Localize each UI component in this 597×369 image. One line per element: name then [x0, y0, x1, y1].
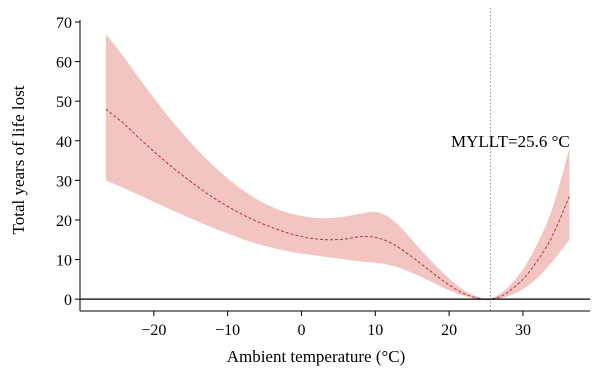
y-tick-label: 40 [56, 134, 72, 151]
x-tick-label: 20 [441, 322, 457, 339]
y-axis-title: Total years of life lost [9, 85, 28, 234]
x-tick-label: 30 [515, 322, 531, 339]
y-tick-label: 30 [56, 173, 72, 190]
confidence-band [105, 33, 570, 301]
myllt-annotation: MYLLT=25.6 °C [451, 132, 570, 151]
estimate-line [105, 108, 570, 300]
x-tick-label: −10 [215, 322, 240, 339]
x-axis-title: Ambient temperature (°C) [227, 347, 406, 366]
plot-area: MYLLT=25.6 °C [80, 8, 590, 311]
y-tick-label: 0 [64, 292, 72, 309]
axes: 0 10 20 30 40 50 60 70 −20 −10 0 10 20 30 [56, 15, 590, 339]
x-tick-label: 0 [297, 322, 305, 339]
x-tick-label: 10 [367, 322, 383, 339]
y-tick-label: 60 [56, 55, 72, 72]
y-tick-label: 10 [56, 253, 72, 270]
y-tick-label: 50 [56, 94, 72, 111]
y-tick-label: 70 [56, 15, 72, 32]
x-tick-label: −20 [141, 322, 166, 339]
y-tick-label: 20 [56, 213, 72, 230]
